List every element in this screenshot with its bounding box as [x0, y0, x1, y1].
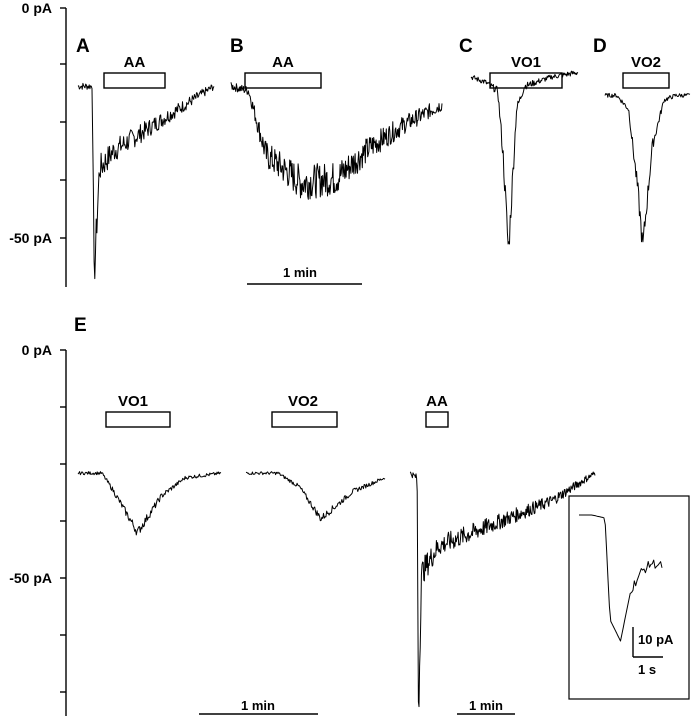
panel-a: A AA	[76, 36, 215, 280]
bottom-y-tick-label-0: 0 pA	[22, 342, 52, 358]
top-time-scale-bar: 1 min	[247, 265, 362, 285]
panel-e-aa: AA	[409, 393, 596, 708]
panel-d-drug-label: VO2	[631, 54, 661, 71]
panel-c-drug-label: VO1	[511, 54, 541, 71]
bottom-y-axis: 0 pA -50 pA	[9, 342, 67, 716]
panel-b-trace	[230, 82, 443, 200]
top-y-tick-label-0: 0 pA	[22, 0, 52, 16]
inset-time-scale-label: 1 s	[638, 662, 656, 677]
panel-e-aa-drug-bar	[425, 411, 449, 428]
inset-current-scale-label: 10 pA	[638, 632, 674, 647]
panel-e-letter: E	[74, 315, 87, 336]
panel-e-vo2: VO2	[245, 393, 386, 522]
panel-b-letter: B	[230, 36, 244, 57]
panel-e-vo1-drug-bar	[105, 411, 171, 428]
bottom-y-tick-label-50: -50 pA	[9, 570, 52, 586]
panel-c-letter: C	[459, 36, 473, 57]
bottom-left-time-scale-bar: 1 min	[199, 698, 318, 715]
panel-e-aa-trace	[409, 471, 596, 708]
panel-e-vo1-trace	[77, 471, 222, 536]
panel-e-vo2-trace	[245, 471, 386, 522]
panel-d-trace	[604, 92, 691, 243]
panel-b-drug-label: AA	[272, 54, 294, 71]
panel-a-letter: A	[76, 36, 90, 57]
panel-d-drug-bar	[622, 72, 670, 89]
inset-trace	[579, 514, 663, 642]
panel-e-vo2-drug-bar	[271, 411, 338, 428]
panel-e-vo1: VO1	[77, 393, 222, 536]
panel-e-vo2-drug-label: VO2	[288, 393, 318, 410]
panel-a-trace	[77, 82, 215, 280]
panel-a-drug-bar	[103, 72, 166, 89]
panel-a-drug-label: AA	[124, 54, 146, 71]
top-y-axis: 0 pA -50 pA	[9, 0, 67, 287]
bottom-left-time-scale-label: 1 min	[241, 698, 275, 713]
panel-e-vo1-drug-label: VO1	[118, 393, 148, 410]
bottom-right-time-scale-label: 1 min	[469, 698, 503, 713]
panel-e-aa-drug-label: AA	[426, 393, 448, 410]
panel-c-trace	[470, 70, 579, 245]
top-time-scale-label: 1 min	[283, 265, 317, 280]
inset: 10 pA 1 s	[568, 495, 690, 700]
panel-c: C VO1	[459, 36, 579, 245]
panel-b: B AA	[230, 36, 443, 200]
top-y-tick-label-50: -50 pA	[9, 230, 52, 246]
panel-d-letter: D	[593, 36, 607, 57]
bottom-right-time-scale-bar: 1 min	[457, 698, 515, 715]
panel-d: D VO2	[593, 36, 691, 243]
panel-b-drug-bar	[244, 72, 322, 89]
